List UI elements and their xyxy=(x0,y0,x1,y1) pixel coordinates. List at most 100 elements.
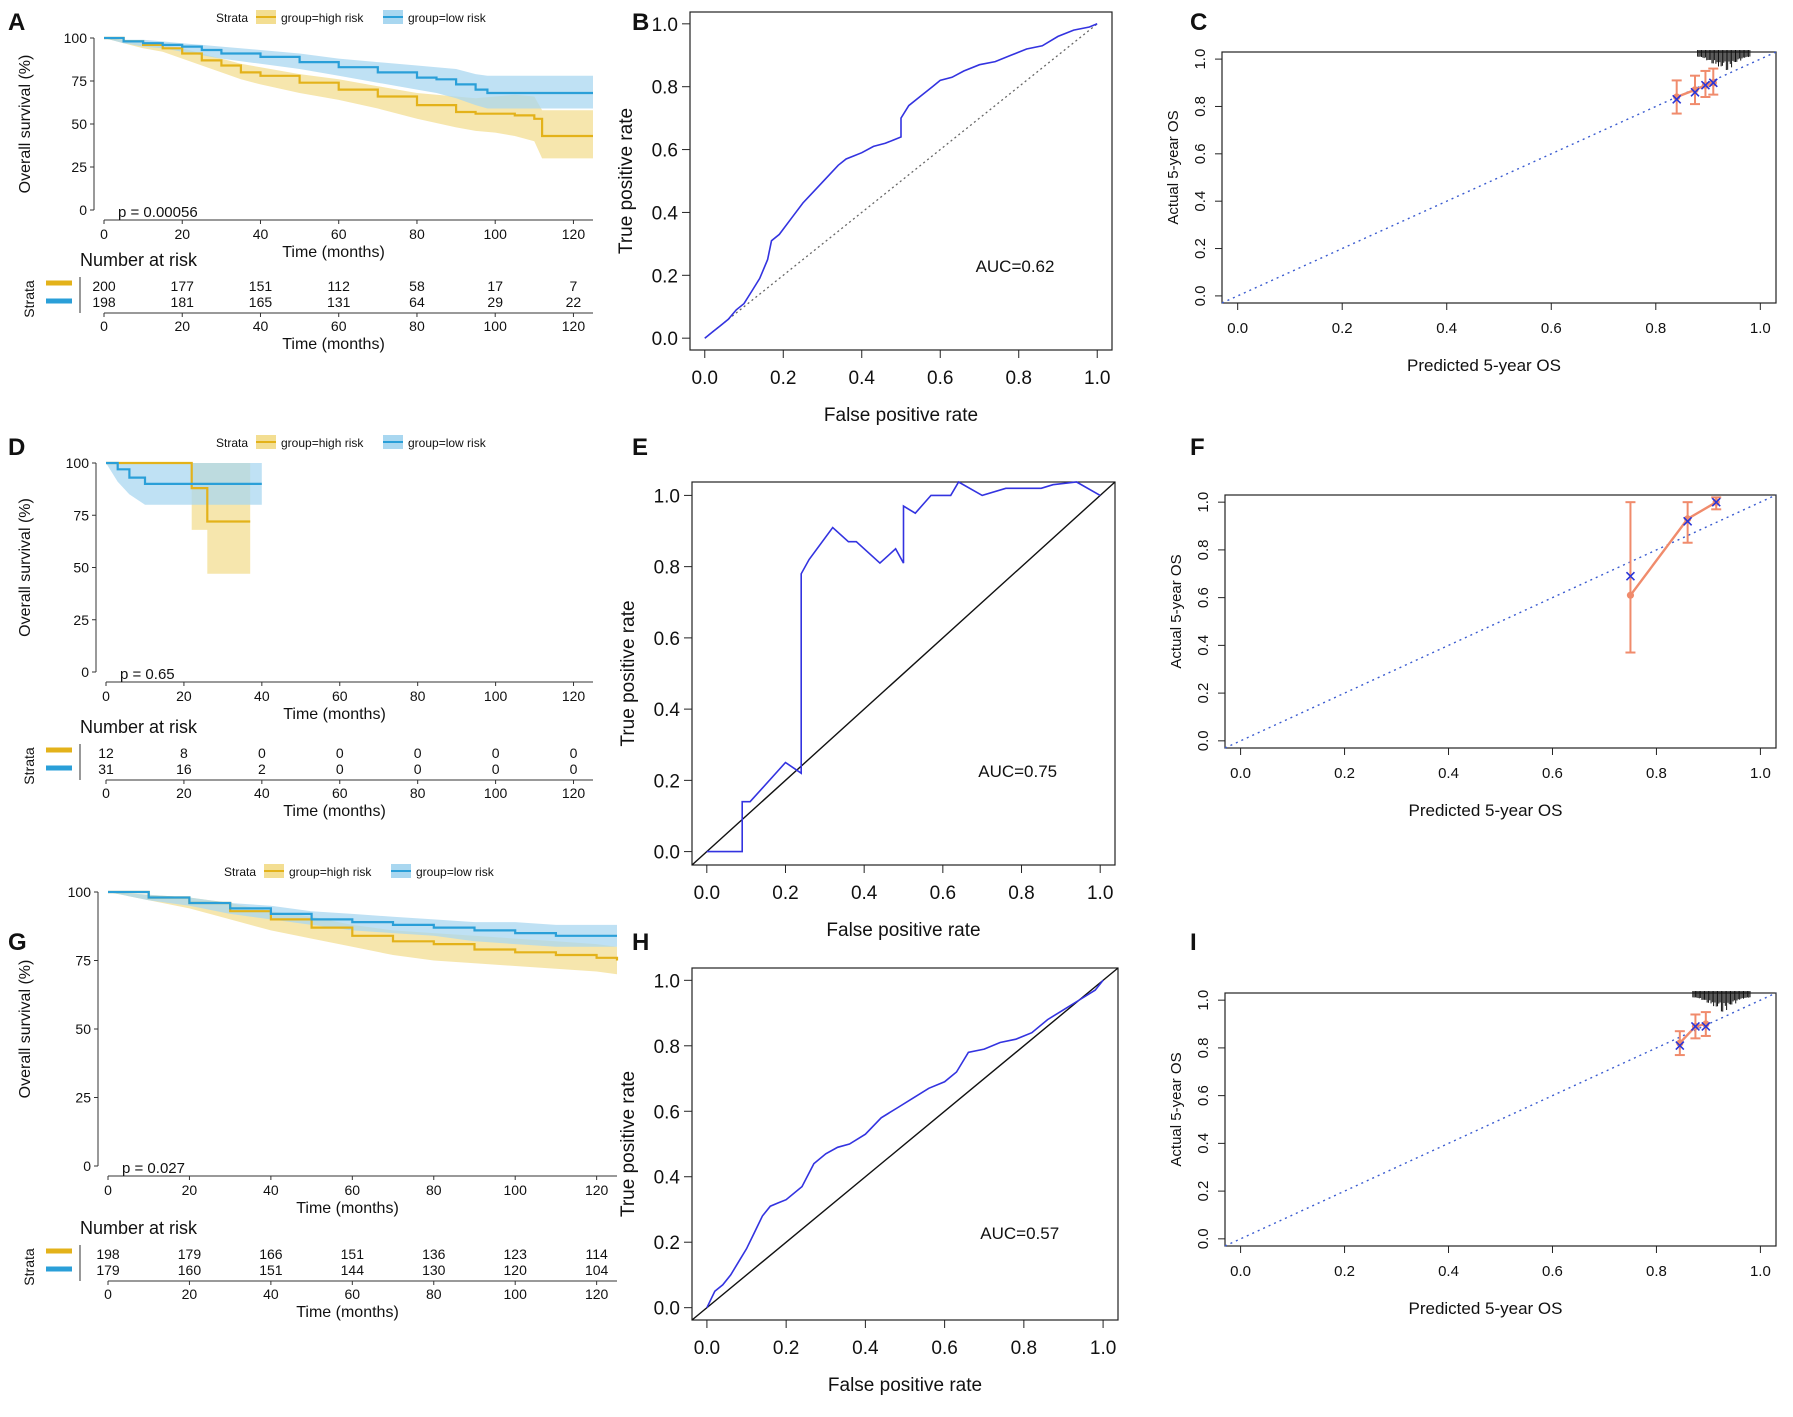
y-tick-label: 0.6 xyxy=(1195,1085,1212,1106)
risk-count-high: 151 xyxy=(341,1246,365,1262)
risk-count-high: 0 xyxy=(258,745,266,761)
x-tick-label: 1.0 xyxy=(1750,1263,1771,1280)
risk-x-tick-label: 40 xyxy=(253,318,269,334)
x-axis-label: Time (months) xyxy=(282,244,385,261)
roc-panel-b: 0.0 0.2 0.4 0.6 0.8 1.0 0.0 0.2 0.4 0.6 0.8 1.0 Fals… xyxy=(616,11,1113,426)
x-tick-label: 0.0 xyxy=(692,368,718,389)
panel-label-f: F xyxy=(1190,434,1205,461)
survival-curve-low-risk xyxy=(104,36,593,95)
bias-corrected-cross xyxy=(1690,87,1700,97)
risk-count-high: 136 xyxy=(422,1246,446,1262)
risk-count-high: 179 xyxy=(178,1246,202,1262)
x-tick-label: 0.2 xyxy=(1334,765,1355,782)
bias-corrected-cross xyxy=(1683,516,1693,526)
risk-x-tick-label: 0 xyxy=(100,318,108,334)
y-tick-label: 0.2 xyxy=(654,1233,680,1254)
y-tick-label: 0.4 xyxy=(652,203,679,224)
bias-corrected-cross xyxy=(1701,1021,1711,1031)
y-axis-label: Overall survival (%) xyxy=(17,960,34,1099)
risk-count-low: 29 xyxy=(487,294,503,310)
panel-label-a: A xyxy=(8,9,25,36)
reference-diagonal xyxy=(691,967,1119,1321)
x-tick-label: 0.4 xyxy=(852,1338,879,1359)
risk-x-tick-label: 100 xyxy=(504,1286,528,1302)
x-axis-label: Time (months) xyxy=(283,706,386,723)
x-tick-label: 1.0 xyxy=(1090,1338,1116,1359)
p-value: p = 0.027 xyxy=(122,1160,185,1177)
risk-strata-label: Strata xyxy=(21,1248,37,1286)
calibration-panel-c: 0.0 0.2 0.4 0.6 0.8 1.0 0.0 0.2 0.4 0.6 0.8 1.0 Pred… xyxy=(1165,49,1777,375)
risk-count-low: 16 xyxy=(176,761,192,777)
x-tick-label: 0.6 xyxy=(1542,1263,1563,1280)
x-tick-label: 0.8 xyxy=(1646,1263,1667,1280)
risk-count-low: 151 xyxy=(259,1262,283,1278)
x-tick-label: 0.0 xyxy=(1230,765,1251,782)
risk-count-low: 198 xyxy=(92,294,116,310)
y-tick-label: 0.4 xyxy=(1195,1133,1212,1154)
risk-count-low: 22 xyxy=(566,294,582,310)
y-tick-label: 0.2 xyxy=(1195,1181,1212,1202)
x-tick-label: 0.4 xyxy=(1438,765,1459,782)
risk-x-tick-label: 0 xyxy=(104,1286,112,1302)
reference-diagonal xyxy=(704,23,1098,339)
y-axis-label: Actual 5-year OS xyxy=(1165,110,1182,224)
y-tick-label: 0.4 xyxy=(1195,635,1212,656)
risk-count-high: 0 xyxy=(492,745,500,761)
x-tick-label: 60 xyxy=(331,226,347,242)
y-tick-label: 0.2 xyxy=(654,771,680,792)
plot-frame xyxy=(691,967,1119,1321)
x-tick-label: 40 xyxy=(254,688,270,704)
y-axis-label: Actual 5-year OS xyxy=(1168,554,1185,668)
panel-label-e: E xyxy=(632,434,648,461)
km-panel-g: Strata group=high risk group=low risk 0 25 50… xyxy=(17,864,619,1321)
y-tick-label: 75 xyxy=(71,73,87,89)
risk-count-high: 112 xyxy=(328,278,351,294)
risk-count-high: 58 xyxy=(409,278,425,294)
calibration-point xyxy=(1702,1020,1710,1028)
panel-label-c: C xyxy=(1190,9,1207,36)
legend-entry: group=low risk xyxy=(408,436,487,450)
y-tick-label: 0.4 xyxy=(1192,191,1209,212)
x-tick-label: 80 xyxy=(409,226,425,242)
x-tick-label: 0.4 xyxy=(851,883,878,904)
y-tick-label: 25 xyxy=(75,1090,91,1106)
risk-count-high: 8 xyxy=(180,745,188,761)
ideal-calibration-line xyxy=(1224,992,1777,1247)
y-tick-label: 0.8 xyxy=(1195,1037,1212,1058)
x-tick-label: 0.0 xyxy=(1230,1263,1251,1280)
risk-count-high: 7 xyxy=(570,278,578,294)
x-tick-label: 1.0 xyxy=(1087,883,1113,904)
risk-count-high: 114 xyxy=(585,1246,608,1262)
risk-x-tick-label: 100 xyxy=(484,785,508,801)
legend-entry: group=high risk xyxy=(281,11,364,25)
risk-x-tick-label: 20 xyxy=(176,785,192,801)
roc-curve xyxy=(704,23,1098,339)
bias-corrected-cross xyxy=(1711,497,1721,507)
roc-panel-e: 0.0 0.2 0.4 0.6 0.8 1.0 0.0 0.2 0.4 0.6 0.8 1.0 Fals… xyxy=(618,480,1116,941)
x-axis-label: Predicted 5-year OS xyxy=(1407,356,1561,375)
risk-x-tick-label: 40 xyxy=(254,785,270,801)
calibration-line xyxy=(1629,501,1717,596)
x-tick-label: 120 xyxy=(562,226,586,242)
y-tick-label: 0.6 xyxy=(1195,587,1212,608)
auc-label: AUC=0.75 xyxy=(978,762,1057,781)
legend-title: Strata xyxy=(216,436,248,450)
ideal-calibration-line xyxy=(1224,494,1777,749)
y-axis-label: Overall survival (%) xyxy=(17,498,34,637)
prediction-rug xyxy=(1692,991,1751,1012)
x-tick-label: 40 xyxy=(263,1182,279,1198)
x-tick-label: 0.6 xyxy=(927,368,953,389)
y-tick-label: 0.0 xyxy=(1195,1228,1212,1249)
x-tick-label: 1.0 xyxy=(1750,765,1771,782)
risk-count-low: 0 xyxy=(336,761,344,777)
x-tick-label: 0.2 xyxy=(773,1338,799,1359)
ci-band-low-risk xyxy=(104,38,593,109)
x-axis-label: False positive rate xyxy=(826,920,980,941)
y-tick-label: 0.0 xyxy=(652,329,678,350)
risk-count-high: 0 xyxy=(414,745,422,761)
plot-frame xyxy=(691,481,1116,866)
risk-count-low: 64 xyxy=(409,294,425,310)
